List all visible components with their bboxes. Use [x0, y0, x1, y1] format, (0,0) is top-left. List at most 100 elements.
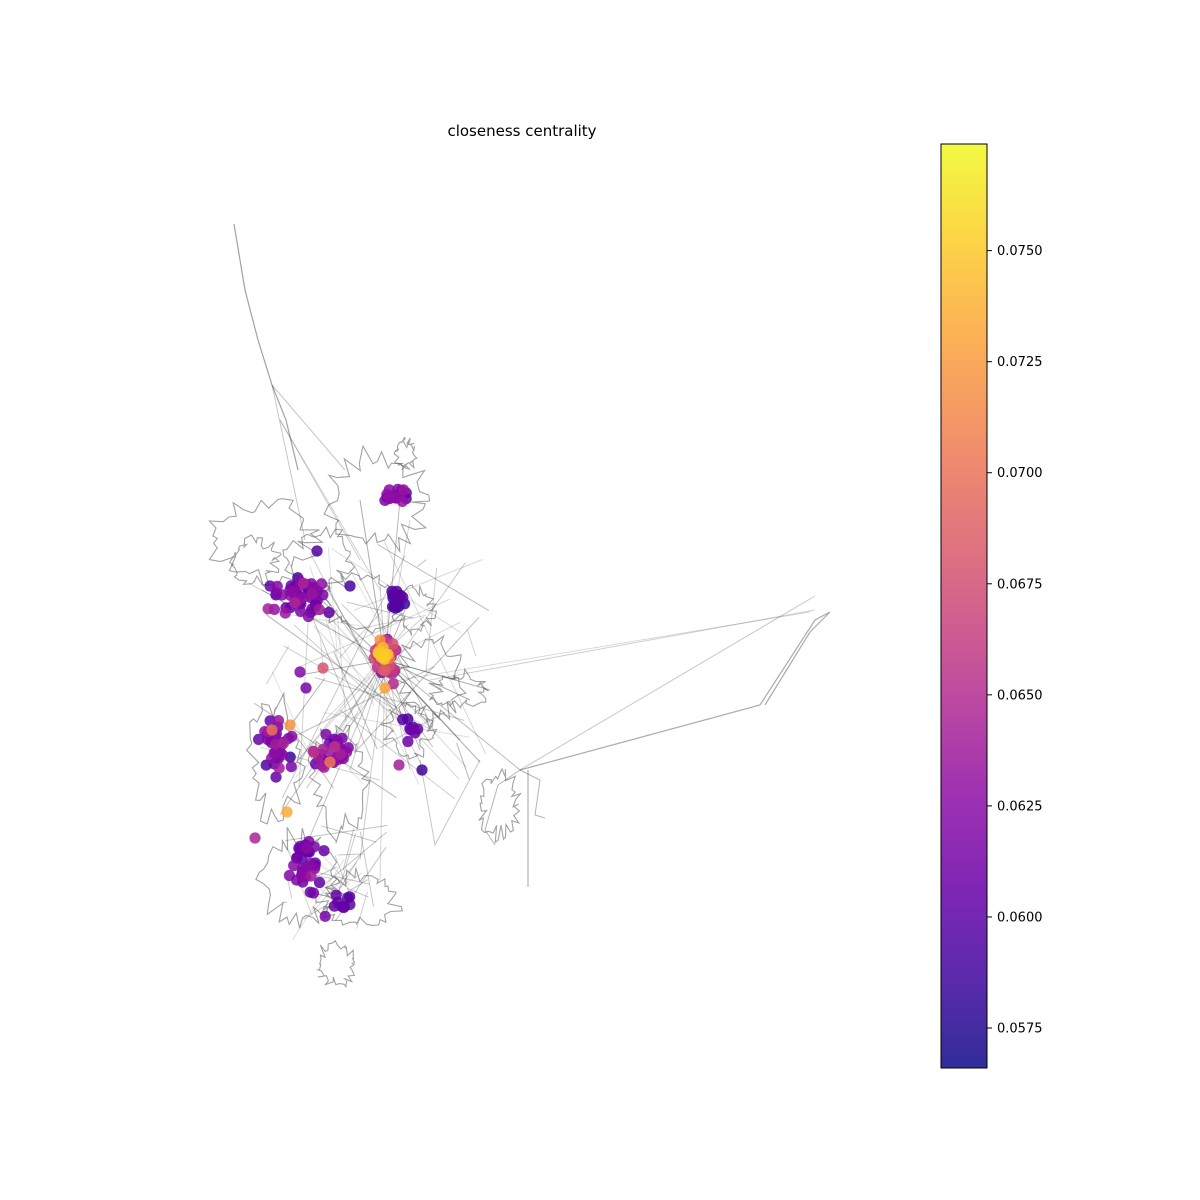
network-node	[405, 724, 417, 736]
network-edge	[466, 629, 477, 657]
network-node	[284, 719, 296, 731]
network-edge	[356, 891, 368, 929]
region-outline	[255, 827, 344, 929]
network-edge	[519, 611, 831, 771]
network-edge	[349, 569, 386, 634]
network-node	[307, 746, 320, 758]
network-edge	[343, 667, 349, 680]
network-node	[276, 589, 288, 601]
network-node	[300, 682, 312, 694]
network-edge	[346, 601, 414, 619]
network-edge	[297, 598, 450, 669]
region-outline	[323, 444, 431, 554]
colorbar-tick-label: 0.0675	[997, 577, 1043, 592]
network-edge	[359, 831, 375, 907]
network-edge	[353, 559, 483, 611]
network-edge	[333, 651, 378, 750]
network-edge	[429, 609, 816, 681]
network-edge	[289, 659, 386, 771]
network-edge	[233, 223, 299, 471]
network-edge	[484, 769, 521, 846]
network-node	[285, 761, 297, 773]
network-edge	[321, 825, 377, 843]
network-edge	[384, 659, 456, 681]
network-node	[378, 653, 390, 665]
network-edge	[290, 678, 326, 726]
network-node	[271, 580, 283, 592]
region-outline	[478, 767, 523, 844]
network-node	[386, 585, 398, 597]
region-outline	[228, 534, 282, 586]
network-node	[317, 662, 329, 674]
network-node	[330, 889, 342, 901]
network-edge	[416, 559, 427, 568]
network-node	[329, 741, 341, 753]
network-node	[266, 724, 278, 736]
network-node	[335, 748, 347, 760]
network-node	[397, 713, 409, 726]
network-node	[397, 591, 409, 603]
network-node	[328, 900, 340, 912]
network-edge	[379, 659, 386, 881]
network-edge	[314, 677, 465, 721]
network-edge	[327, 547, 338, 652]
region-outline	[307, 724, 371, 844]
network-edge	[321, 831, 387, 887]
network-edge	[384, 659, 481, 763]
network-edge	[425, 567, 438, 672]
colorbar-ticks: 0.0575 0.0600 0.0625 0.0650 0.0675 0.0700 0.07…	[987, 244, 1043, 1037]
network-edge	[399, 611, 811, 681]
network-node	[338, 902, 350, 914]
network-node	[379, 682, 391, 694]
network-edge	[384, 659, 471, 701]
colorbar-tick-label: 0.0725	[997, 355, 1043, 370]
network-edge	[279, 419, 361, 561]
network-node	[305, 870, 317, 882]
network-edge	[310, 862, 357, 915]
network-node	[268, 747, 280, 759]
network-edge	[279, 419, 381, 591]
network-node	[313, 603, 325, 616]
network-node	[253, 733, 265, 746]
network-node	[270, 771, 282, 783]
region-outline	[315, 867, 404, 926]
network-node	[319, 910, 331, 922]
network-edge	[347, 887, 369, 898]
network-node	[324, 756, 336, 768]
network-edge	[281, 555, 406, 799]
network-node	[286, 730, 298, 743]
network-edge	[456, 742, 470, 780]
network-node	[288, 860, 300, 872]
region-outline	[380, 702, 438, 760]
network-node	[387, 678, 399, 690]
network-node	[272, 715, 285, 727]
network-node	[306, 588, 318, 600]
network-node	[283, 869, 295, 882]
network-node	[402, 735, 414, 748]
network-node	[313, 876, 326, 889]
network-edge	[271, 384, 346, 471]
region-outline	[316, 939, 356, 988]
network-edge	[384, 659, 521, 771]
network-edge	[265, 645, 290, 685]
network-edge	[349, 659, 386, 771]
network-node	[318, 845, 330, 857]
network-node	[301, 842, 313, 854]
region-outline	[393, 436, 419, 471]
network-edge	[357, 614, 426, 630]
network-edge	[337, 832, 357, 896]
network-node	[277, 737, 290, 749]
network-edge	[359, 659, 386, 861]
network-edge	[314, 871, 370, 885]
network-edge	[313, 625, 460, 780]
network-node	[315, 578, 328, 590]
network-node	[307, 887, 320, 899]
region-outline	[427, 667, 489, 710]
network-edge	[377, 544, 490, 611]
network-node	[279, 607, 291, 619]
network-node	[273, 762, 285, 774]
network-edge	[519, 595, 816, 771]
network-edge	[291, 666, 435, 739]
chart-title: closeness centrality	[447, 122, 596, 140]
network-edge	[323, 712, 470, 738]
